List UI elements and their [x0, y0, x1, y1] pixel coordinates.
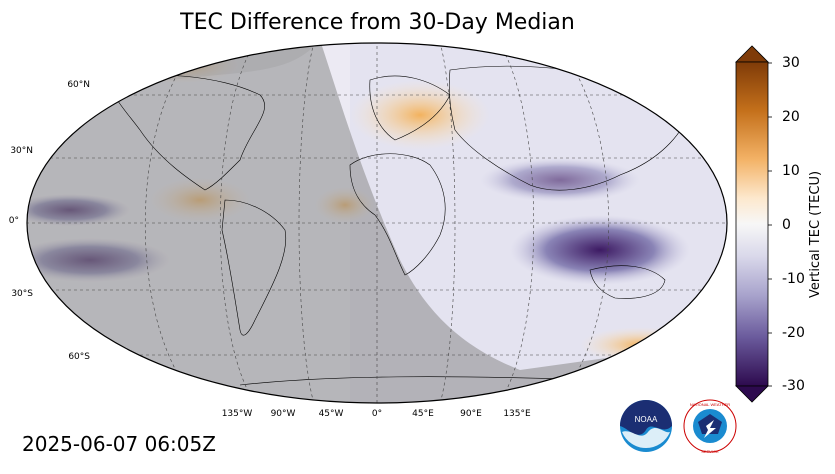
lon-label-90e: 90°E: [460, 409, 482, 419]
lat-label-60s: 60°S: [68, 352, 90, 362]
lat-label-60n: 60°N: [67, 80, 90, 90]
colorbar-tick-10: 10: [782, 163, 800, 179]
colorbar-tick-neg30: -30: [782, 378, 805, 394]
anomaly-positive-europe: [350, 80, 490, 150]
colorbar-tick-neg10: -10: [782, 271, 805, 287]
timestamp: 2025-06-07 06:05Z: [22, 432, 216, 456]
chart-title: TEC Difference from 30-Day Median: [180, 10, 575, 35]
colorbar-tick-0: 0: [782, 217, 791, 233]
nightside-shade: [27, 43, 727, 403]
anomaly-negative-indian-ocean: [510, 215, 690, 285]
lon-label-0: 0°: [371, 409, 383, 419]
lat-label-30n: 30°N: [10, 146, 33, 156]
svg-text:NATIONAL WEATHER: NATIONAL WEATHER: [690, 402, 730, 407]
nws-logo: NATIONAL WEATHER SERVICE: [683, 399, 737, 454]
lon-label-90w: 90°W: [270, 409, 296, 419]
colorbar-tick-20: 20: [782, 109, 800, 125]
graticule: [27, 43, 727, 403]
svg-text:SERVICE: SERVICE: [701, 449, 719, 454]
map-boundary: [26, 42, 728, 404]
logos: NOAA NATIONAL WEATHER SERVICE: [618, 398, 738, 462]
colorbar-tick-30: 30: [782, 55, 800, 71]
lat-label-30s: 30°S: [11, 289, 33, 299]
lon-label-135w: 135°W: [221, 409, 253, 419]
lon-label-135e: 135°E: [503, 409, 531, 419]
noaa-logo: NOAA: [620, 400, 672, 452]
lon-label-45w: 45°W: [318, 409, 344, 419]
lat-label-0: 0°: [8, 216, 19, 226]
map-fill: [27, 43, 727, 403]
colorbar-tick-neg20: -20: [782, 325, 805, 341]
svg-text:NOAA: NOAA: [635, 415, 658, 424]
colorbar-label: Vertical TEC (TECU): [808, 170, 823, 298]
lon-label-45e: 45°E: [412, 409, 434, 419]
colorbar: [735, 45, 772, 403]
